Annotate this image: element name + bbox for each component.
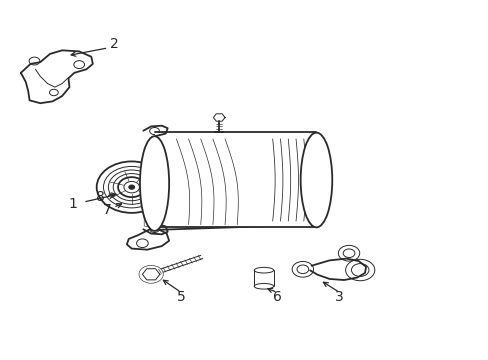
Text: 1: 1 [69, 197, 78, 211]
Text: 8: 8 [96, 190, 104, 204]
Circle shape [149, 225, 159, 233]
Circle shape [149, 127, 159, 135]
Ellipse shape [254, 283, 273, 289]
Text: 4: 4 [142, 159, 150, 173]
Circle shape [128, 185, 134, 189]
Ellipse shape [140, 136, 169, 231]
Ellipse shape [300, 133, 331, 227]
Text: 7: 7 [103, 203, 112, 217]
Text: 3: 3 [335, 290, 344, 304]
Ellipse shape [254, 267, 273, 273]
Text: 5: 5 [177, 290, 185, 304]
FancyBboxPatch shape [154, 132, 316, 227]
Circle shape [136, 239, 148, 248]
Text: 2: 2 [110, 37, 118, 50]
Text: 6: 6 [273, 290, 282, 304]
